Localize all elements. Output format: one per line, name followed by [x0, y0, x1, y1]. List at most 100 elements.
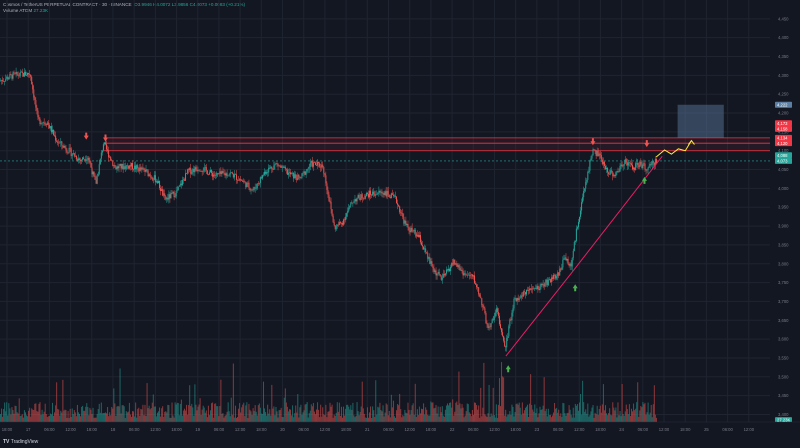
volume-bar	[81, 406, 83, 422]
volume-bar	[143, 415, 145, 422]
volume-bar	[232, 363, 234, 422]
candle-body	[435, 270, 437, 276]
candle-body	[39, 118, 41, 125]
candle-body	[511, 312, 513, 321]
candle-body	[182, 179, 184, 181]
volume-bar	[487, 413, 489, 422]
volume-bar	[73, 410, 75, 422]
candle-body	[617, 171, 619, 172]
price-label-bg	[775, 125, 792, 132]
volume-bar	[416, 409, 418, 422]
candle-body	[247, 182, 249, 184]
volume-bar	[334, 416, 336, 422]
volume-bar	[634, 410, 636, 422]
candle-body	[20, 71, 22, 73]
time-tick-label: 06:00	[44, 427, 55, 432]
time-tick-label: 18:00	[510, 427, 521, 432]
candle-body	[234, 174, 236, 175]
candle-body	[240, 179, 242, 181]
candle-body	[11, 74, 13, 79]
candle-body	[352, 202, 354, 204]
candle-body	[271, 166, 273, 169]
candle-body	[298, 174, 300, 177]
volume-bar	[121, 405, 123, 422]
candle-body	[618, 171, 620, 173]
volume-bar	[537, 417, 539, 422]
volume-bar	[156, 412, 158, 422]
volume-bar	[214, 403, 216, 422]
volume-bar	[599, 405, 601, 422]
candle-body	[75, 155, 77, 160]
candle-body	[550, 277, 552, 283]
volume-bar	[193, 415, 195, 422]
candle-body	[170, 192, 172, 199]
volume-bar	[529, 403, 531, 422]
volume-bar	[11, 407, 13, 422]
instrument-label[interactable]: Cosmos / TetherUS PERPETUAL CONTRACT · 3…	[3, 2, 132, 7]
volume-bar	[553, 412, 555, 422]
volume-bar	[530, 374, 532, 422]
candle-body	[377, 192, 379, 194]
candle-body	[584, 188, 586, 192]
volume-bar	[97, 408, 99, 422]
volume-bar	[258, 403, 260, 422]
volume-bar	[42, 414, 44, 422]
candle-body	[496, 308, 498, 313]
arrow-up-icon	[572, 284, 578, 292]
volume-bar	[557, 412, 559, 422]
volume-bar	[504, 415, 506, 422]
tradingview-logo[interactable]: TV TradingView	[3, 439, 38, 445]
arrow-down-icon	[644, 140, 650, 148]
candle-body	[303, 171, 305, 173]
time-axis: 18:00 17 06:00 12:00 18:00 18 06:00 12:00 18:00 1…	[0, 421, 800, 448]
candle-body	[139, 167, 141, 172]
candle-body	[308, 166, 310, 169]
candle-body	[316, 165, 318, 166]
indicator-legend[interactable]: Volume ATOM 27.23K	[3, 8, 48, 13]
candle-body	[651, 161, 653, 165]
arrow-up-icon	[505, 365, 511, 373]
volume-bar	[373, 410, 375, 422]
volume-bar	[108, 416, 110, 422]
volume-bar	[390, 394, 392, 422]
volume-bar	[84, 410, 86, 422]
candle-body	[639, 161, 641, 168]
candle-body	[278, 165, 280, 167]
candle-body	[132, 162, 134, 170]
volume-bar	[39, 402, 41, 422]
candle-body	[517, 297, 519, 301]
candle-body	[307, 168, 309, 170]
volume-bar	[640, 406, 642, 422]
volume-bar	[534, 404, 536, 422]
volume-bar	[395, 417, 397, 422]
volume-bar	[536, 408, 538, 422]
candle-body	[151, 177, 153, 180]
volume-bar	[596, 405, 598, 422]
volume-bar	[639, 410, 641, 422]
candle-body	[464, 273, 466, 275]
candle-body	[591, 155, 593, 159]
volume-bar	[377, 406, 379, 422]
candle-body	[150, 176, 152, 178]
candle-body	[459, 267, 461, 271]
candle-body	[534, 288, 536, 289]
volume-bar	[374, 416, 376, 422]
candle-body	[47, 122, 49, 125]
volume-bar	[638, 416, 640, 422]
volume-bar	[612, 402, 614, 422]
volume-bar	[407, 402, 409, 422]
volume-bar	[213, 417, 215, 422]
candle-body	[461, 269, 463, 272]
candle-body	[489, 326, 491, 328]
candle-body	[9, 74, 11, 79]
candle-body	[33, 89, 35, 98]
candle-body	[173, 191, 175, 198]
candle-body	[569, 263, 571, 266]
volume-bar	[629, 416, 631, 422]
volume-bar	[275, 406, 277, 422]
volume-bar	[253, 410, 255, 422]
candle-body	[163, 193, 165, 196]
time-tick-label: 12:00	[404, 427, 415, 432]
volume-bar	[306, 402, 308, 422]
